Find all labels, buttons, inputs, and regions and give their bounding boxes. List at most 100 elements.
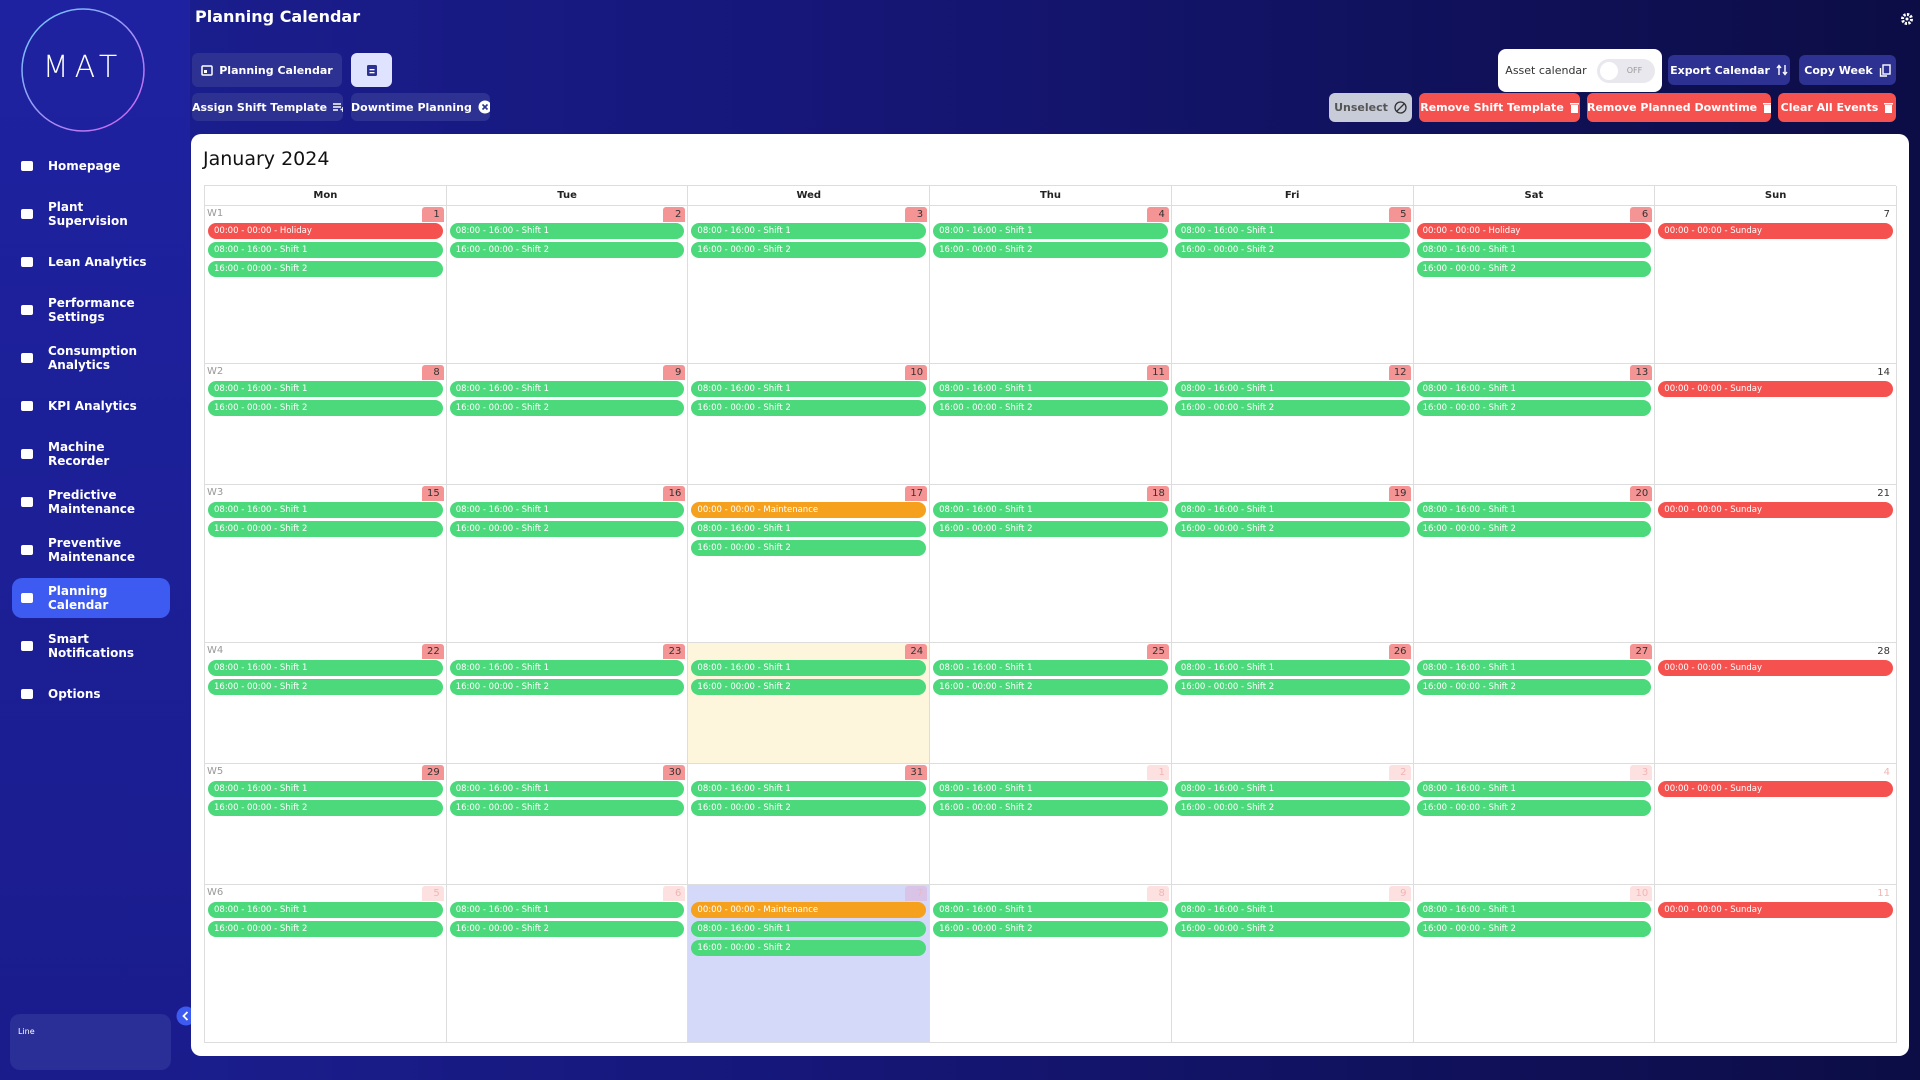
event[interactable]: 08:00 - 16:00 - Shift 1 (449, 902, 685, 918)
event[interactable]: 08:00 - 16:00 - Shift 1 (208, 902, 443, 918)
event[interactable]: 08:00 - 16:00 - Shift 1 (208, 781, 443, 797)
nav-item[interactable]: Options (12, 674, 170, 714)
day-cell[interactable]: 27 08:00 - 16:00 - Shift 1 16:00 - 00:00 -… (1413, 643, 1656, 764)
event[interactable]: 16:00 - 00:00 - Shift 2 (1174, 800, 1410, 816)
day-cell[interactable]: 16 08:00 - 16:00 - Shift 1 16:00 - 00:00 -… (446, 485, 689, 643)
event[interactable]: 08:00 - 16:00 - Shift 1 (449, 223, 685, 239)
event[interactable]: 00:00 - 00:00 - Sunday (1658, 781, 1893, 797)
event[interactable]: 16:00 - 00:00 - Shift 2 (691, 679, 927, 695)
day-cell[interactable]: 28 00:00 - 00:00 - Sunday (1655, 643, 1897, 764)
event[interactable]: 16:00 - 00:00 - Shift 2 (1174, 521, 1410, 537)
assign-shift-template-button[interactable]: Assign Shift Template (192, 93, 343, 121)
day-cell[interactable]: W3 15 08:00 - 16:00 - Shift 1 16:00 - 00:00… (205, 485, 447, 643)
day-cell[interactable]: 9 08:00 - 16:00 - Shift 1 16:00 - 00:00 - … (446, 364, 689, 485)
event[interactable]: 08:00 - 16:00 - Shift 1 (1174, 660, 1410, 676)
event[interactable]: 16:00 - 00:00 - Shift 2 (691, 940, 927, 956)
event[interactable]: 08:00 - 16:00 - Shift 1 (691, 381, 927, 397)
asset-calendar-switch[interactable]: Asset calendar OFF (1498, 49, 1662, 92)
event[interactable]: 08:00 - 16:00 - Shift 1 (933, 502, 1168, 518)
event[interactable]: 00:00 - 00:00 - Sunday (1658, 502, 1893, 518)
day-cell[interactable]: W1 1 00:00 - 00:00 - Holiday 08:00 - 16:00 … (205, 206, 447, 364)
event[interactable]: 16:00 - 00:00 - Shift 2 (1174, 400, 1410, 416)
event[interactable]: 16:00 - 00:00 - Shift 2 (1416, 400, 1652, 416)
day-cell[interactable]: 3 08:00 - 16:00 - Shift 1 16:00 - 00:00 - … (1413, 764, 1656, 885)
day-cell[interactable]: W2 8 08:00 - 16:00 - Shift 1 16:00 - 00:00 … (205, 364, 447, 485)
event[interactable]: 00:00 - 00:00 - Holiday (1416, 223, 1652, 239)
event[interactable]: 16:00 - 00:00 - Shift 2 (1416, 921, 1652, 937)
nav-item[interactable]: Machine Recorder (12, 434, 170, 474)
day-cell[interactable]: 3 08:00 - 16:00 - Shift 1 16:00 - 00:00 - … (688, 206, 931, 364)
event[interactable]: 08:00 - 16:00 - Shift 1 (933, 660, 1168, 676)
event[interactable]: 16:00 - 00:00 - Shift 2 (1416, 800, 1652, 816)
event[interactable]: 16:00 - 00:00 - Shift 2 (1416, 521, 1652, 537)
day-cell[interactable]: 7 00:00 - 00:00 - Sunday (1655, 206, 1897, 364)
line-selector[interactable]: Line (10, 1014, 171, 1070)
day-cell[interactable]: 18 08:00 - 16:00 - Shift 1 16:00 - 00:00 -… (930, 485, 1172, 643)
day-cell[interactable]: 11 00:00 - 00:00 - Sunday (1655, 885, 1897, 1043)
day-cell[interactable]: W5 29 08:00 - 16:00 - Shift 1 16:00 - 00:00… (205, 764, 447, 885)
event[interactable]: 08:00 - 16:00 - Shift 1 (449, 502, 685, 518)
event[interactable]: 08:00 - 16:00 - Shift 1 (1416, 242, 1652, 258)
day-cell[interactable]: 7 00:00 - 00:00 - Maintenance 08:00 - 16:0… (688, 885, 931, 1043)
day-cell[interactable]: 17 00:00 - 00:00 - Maintenance 08:00 - 16:… (688, 485, 931, 643)
downtime-planning-button[interactable]: Downtime Planning (351, 93, 490, 121)
event[interactable]: 16:00 - 00:00 - Shift 2 (933, 921, 1168, 937)
day-cell[interactable]: 4 08:00 - 16:00 - Shift 1 16:00 - 00:00 - … (930, 206, 1172, 364)
day-cell[interactable]: 23 08:00 - 16:00 - Shift 1 16:00 - 00:00 -… (446, 643, 689, 764)
day-cell[interactable]: 26 08:00 - 16:00 - Shift 1 16:00 - 00:00 -… (1171, 643, 1414, 764)
event[interactable]: 08:00 - 16:00 - Shift 1 (933, 381, 1168, 397)
event[interactable]: 16:00 - 00:00 - Shift 2 (933, 679, 1168, 695)
nav-item[interactable]: Plant Supervision (12, 194, 170, 234)
event[interactable]: 16:00 - 00:00 - Shift 2 (933, 400, 1168, 416)
nav-item[interactable]: Performance Settings (12, 290, 170, 330)
day-cell[interactable]: 10 08:00 - 16:00 - Shift 1 16:00 - 00:00 -… (688, 364, 931, 485)
event[interactable]: 16:00 - 00:00 - Shift 2 (449, 800, 685, 816)
remove-planned-downtime-button[interactable]: Remove Planned Downtime (1587, 93, 1771, 122)
event[interactable]: 08:00 - 16:00 - Shift 1 (208, 381, 443, 397)
day-cell[interactable]: 20 08:00 - 16:00 - Shift 1 16:00 - 00:00 -… (1413, 485, 1656, 643)
event[interactable]: 16:00 - 00:00 - Shift 2 (691, 800, 927, 816)
event[interactable]: 08:00 - 16:00 - Shift 1 (1416, 902, 1652, 918)
planning-calendar-button[interactable]: Planning Calendar (192, 53, 342, 87)
event[interactable]: 08:00 - 16:00 - Shift 1 (1174, 902, 1410, 918)
event[interactable]: 08:00 - 16:00 - Shift 1 (449, 781, 685, 797)
nav-item[interactable]: Homepage (12, 146, 170, 186)
nav-item[interactable]: Lean Analytics (12, 242, 170, 282)
nav-item[interactable]: Planning Calendar (12, 578, 170, 618)
event[interactable]: 16:00 - 00:00 - Shift 2 (208, 679, 443, 695)
event[interactable]: 16:00 - 00:00 - Shift 2 (1416, 261, 1652, 277)
settings-icon[interactable] (1900, 12, 1914, 26)
event[interactable]: 16:00 - 00:00 - Shift 2 (449, 921, 685, 937)
day-cell[interactable]: 13 08:00 - 16:00 - Shift 1 16:00 - 00:00 -… (1413, 364, 1656, 485)
unselect-button[interactable]: Unselect (1329, 93, 1412, 122)
nav-item[interactable]: Predictive Maintenance (12, 482, 170, 522)
event[interactable]: 08:00 - 16:00 - Shift 1 (449, 660, 685, 676)
event[interactable]: 16:00 - 00:00 - Shift 2 (208, 921, 443, 937)
event[interactable]: 08:00 - 16:00 - Shift 1 (933, 781, 1168, 797)
day-cell[interactable]: 9 08:00 - 16:00 - Shift 1 16:00 - 00:00 - … (1171, 885, 1414, 1043)
event[interactable]: 08:00 - 16:00 - Shift 1 (1416, 781, 1652, 797)
event[interactable]: 16:00 - 00:00 - Shift 2 (449, 242, 685, 258)
event[interactable]: 16:00 - 00:00 - Shift 2 (691, 400, 927, 416)
event[interactable]: 08:00 - 16:00 - Shift 1 (691, 921, 927, 937)
day-cell[interactable]: 6 08:00 - 16:00 - Shift 1 16:00 - 00:00 - … (446, 885, 689, 1043)
event[interactable]: 16:00 - 00:00 - Shift 2 (449, 400, 685, 416)
nav-item[interactable]: KPI Analytics (12, 386, 170, 426)
day-cell[interactable]: 10 08:00 - 16:00 - Shift 1 16:00 - 00:00 -… (1413, 885, 1656, 1043)
day-cell[interactable]: 8 08:00 - 16:00 - Shift 1 16:00 - 00:00 - … (930, 885, 1172, 1043)
day-cell[interactable]: 2 08:00 - 16:00 - Shift 1 16:00 - 00:00 - … (446, 206, 689, 364)
event[interactable]: 08:00 - 16:00 - Shift 1 (1174, 223, 1410, 239)
event[interactable]: 00:00 - 00:00 - Sunday (1658, 223, 1893, 239)
event[interactable]: 16:00 - 00:00 - Shift 2 (691, 242, 927, 258)
day-cell[interactable]: 1 08:00 - 16:00 - Shift 1 16:00 - 00:00 - … (930, 764, 1172, 885)
event[interactable]: 00:00 - 00:00 - Holiday (208, 223, 443, 239)
event[interactable]: 08:00 - 16:00 - Shift 1 (208, 502, 443, 518)
nav-item[interactable]: Consumption Analytics (12, 338, 170, 378)
copy-week-button[interactable]: Copy Week (1799, 55, 1896, 85)
day-cell[interactable]: W6 5 08:00 - 16:00 - Shift 1 16:00 - 00:00 … (205, 885, 447, 1043)
event[interactable]: 16:00 - 00:00 - Shift 2 (208, 521, 443, 537)
event[interactable]: 16:00 - 00:00 - Shift 2 (449, 521, 685, 537)
event[interactable]: 08:00 - 16:00 - Shift 1 (933, 902, 1168, 918)
day-cell[interactable]: 19 08:00 - 16:00 - Shift 1 16:00 - 00:00 -… (1171, 485, 1414, 643)
event[interactable]: 16:00 - 00:00 - Shift 2 (208, 400, 443, 416)
